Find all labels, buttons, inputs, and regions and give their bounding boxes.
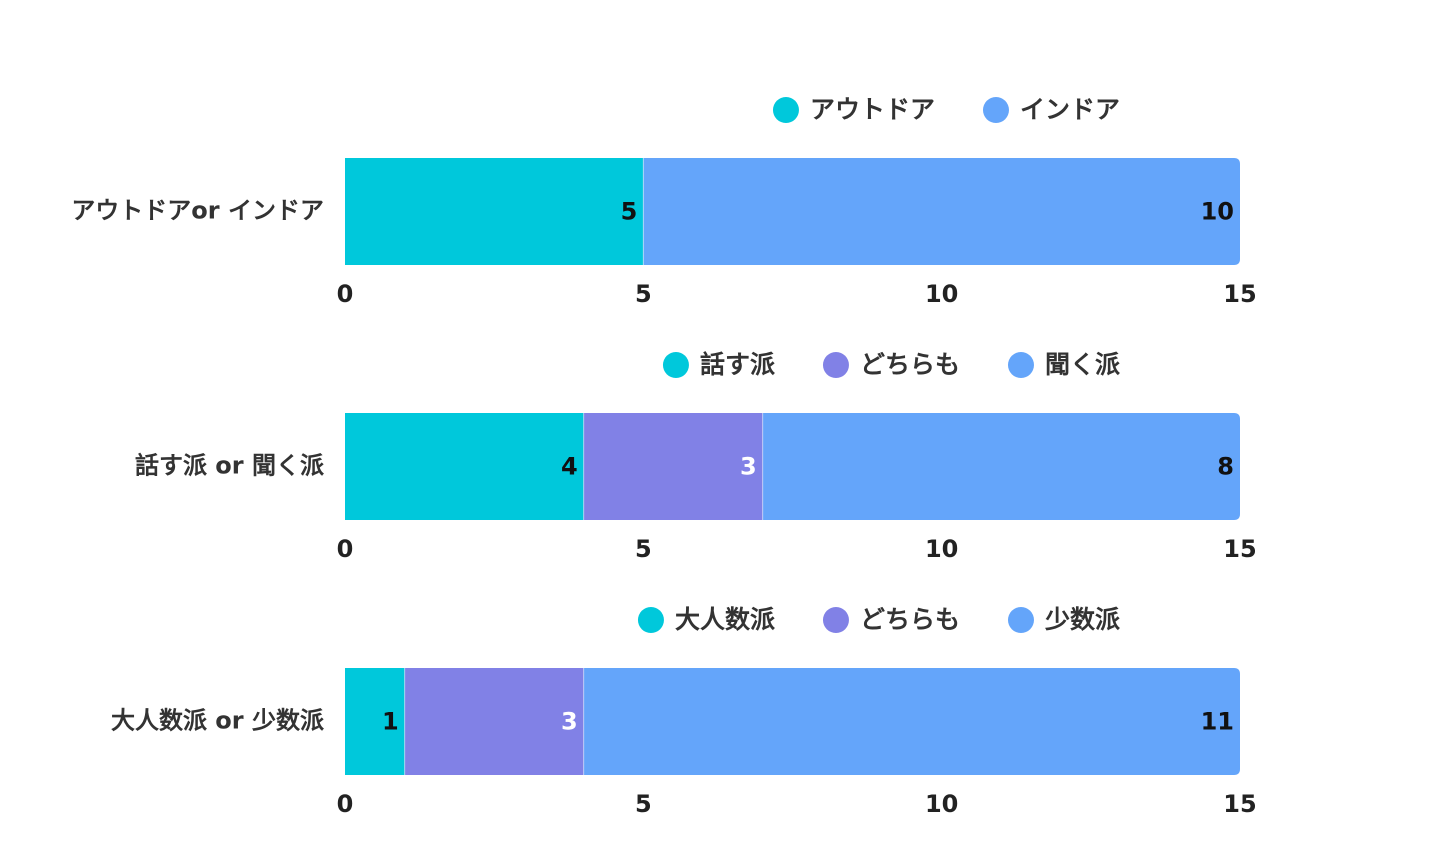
legend-label: どちらも — [860, 350, 960, 379]
x-tick-label: 15 — [1223, 790, 1256, 818]
legend-swatch — [662, 352, 689, 378]
legend-swatch — [982, 97, 1009, 123]
legend-swatch — [637, 607, 664, 633]
legend-label: どちらも — [860, 605, 960, 634]
bar-segment[interactable] — [643, 158, 1240, 265]
data-label: 3 — [561, 708, 578, 736]
legend-swatch — [822, 352, 849, 378]
legend-item[interactable]: 少数派 — [1007, 605, 1120, 634]
category-label: 話す派 or 聞く派 — [135, 452, 324, 480]
legend-item[interactable]: アウトドア — [772, 95, 935, 124]
x-tick-label: 10 — [925, 790, 958, 818]
x-tick-label: 15 — [1223, 535, 1256, 563]
legend-item[interactable]: 話す派 — [662, 350, 775, 379]
legend-item[interactable]: どちらも — [822, 605, 960, 634]
legend-label: 大人数派 — [675, 605, 775, 634]
data-label: 3 — [740, 453, 757, 481]
legend-item[interactable]: どちらも — [822, 350, 960, 379]
data-label: 1 — [382, 708, 399, 736]
legend-item[interactable]: 大人数派 — [637, 605, 775, 634]
data-label: 8 — [1217, 453, 1234, 481]
bar-segment[interactable] — [345, 668, 405, 775]
data-label: 4 — [561, 453, 578, 481]
category-label: アウトドアor インドア — [71, 197, 324, 225]
legend: アウトドア インドア — [772, 95, 1120, 124]
legend-swatch — [822, 607, 849, 633]
legend-swatch — [1007, 607, 1034, 633]
legend-label: 話す派 — [700, 350, 775, 379]
x-tick-label: 5 — [635, 280, 652, 308]
data-label: 5 — [621, 198, 638, 226]
legend-swatch — [1007, 352, 1034, 378]
bar-segment[interactable] — [345, 158, 644, 265]
bar-segment[interactable] — [345, 413, 584, 520]
x-tick-label: 5 — [635, 535, 652, 563]
x-tick-label: 10 — [925, 535, 958, 563]
legend-label: アウトドア — [810, 95, 935, 124]
x-tick-label: 10 — [925, 280, 958, 308]
legend: 大人数派 どちらも 少数派 — [637, 605, 1120, 634]
legend: 話す派 どちらも 聞く派 — [662, 350, 1120, 379]
bar-segment[interactable] — [583, 668, 1240, 775]
bar-segment[interactable] — [762, 413, 1240, 520]
legend-item[interactable]: 聞く派 — [1007, 350, 1120, 379]
legend-item[interactable]: インドア — [982, 95, 1120, 124]
legend-swatch — [772, 97, 799, 123]
bar-segment[interactable] — [404, 668, 584, 775]
legend-label: インドア — [1020, 95, 1120, 124]
data-label: 10 — [1201, 198, 1234, 226]
x-tick-label: 5 — [635, 790, 652, 818]
category-label: 大人数派 or 少数派 — [111, 707, 324, 735]
bar-segment[interactable] — [583, 413, 763, 520]
x-tick-label: 0 — [337, 790, 354, 818]
x-tick-label: 0 — [337, 280, 354, 308]
x-tick-label: 0 — [337, 535, 354, 563]
x-tick-label: 15 — [1223, 280, 1256, 308]
data-label: 11 — [1201, 708, 1234, 736]
legend-label: 聞く派 — [1045, 350, 1120, 379]
legend-label: 少数派 — [1044, 605, 1120, 634]
